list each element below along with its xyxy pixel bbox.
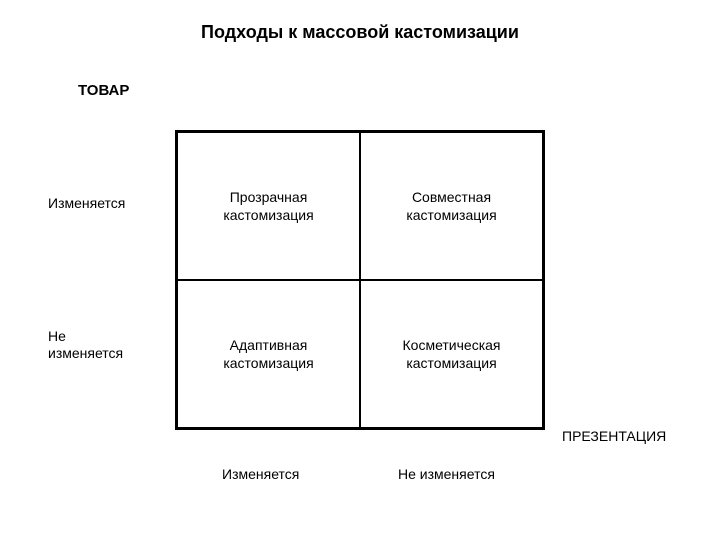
y-axis-title: ТОВАР: [78, 82, 129, 99]
cell-top-right: Совместная кастомизация: [360, 132, 543, 280]
matrix-grid: Прозрачная кастомизация Совместная касто…: [175, 130, 545, 430]
cell-top-left: Прозрачная кастомизация: [177, 132, 360, 280]
y-label-no-change: Неизменяется: [48, 328, 123, 362]
diagram-title: Подходы к массовой кастомизации: [0, 22, 720, 43]
y-label-changes: Изменяется: [48, 195, 125, 211]
cell-bottom-left: Адаптивная кастомизация: [177, 280, 360, 428]
x-label-changes: Изменяется: [222, 466, 299, 482]
x-label-no-change: Не изменяется: [398, 466, 495, 482]
x-axis-title: ПРЕЗЕНТАЦИЯ: [562, 428, 666, 444]
cell-bottom-right: Косметическая кастомизация: [360, 280, 543, 428]
